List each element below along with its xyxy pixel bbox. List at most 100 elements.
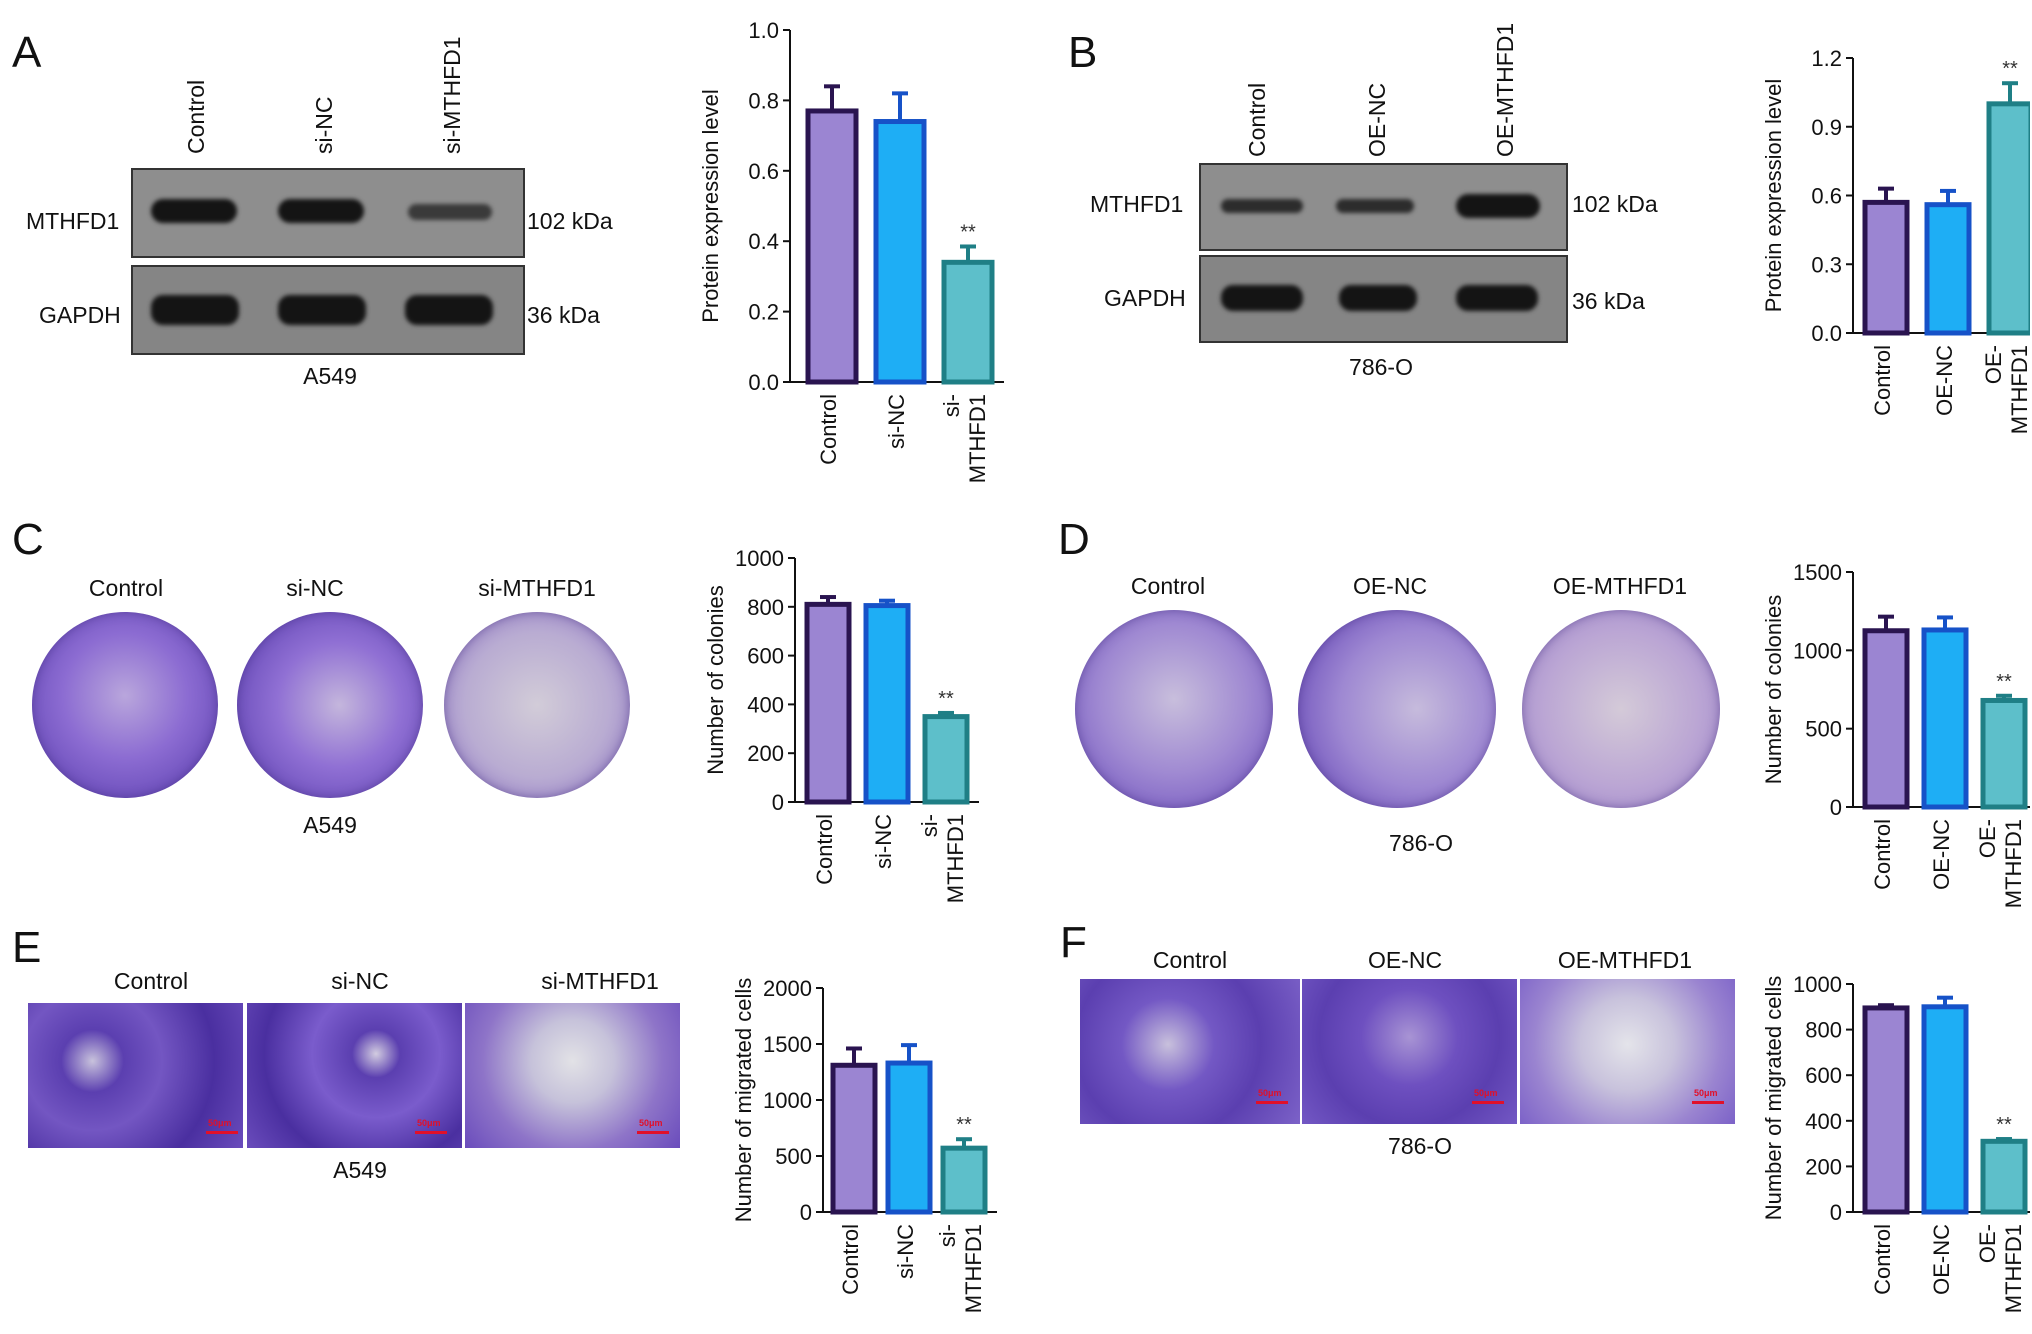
- y-tick-label: 1000: [1793, 972, 1842, 997]
- bar-chart-b: 0.0 0.3 0.6 0.9 1.2 Protein expression level C…: [1761, 46, 2030, 434]
- bar: [1862, 628, 1910, 810]
- migration-image: 50μm: [1080, 979, 1300, 1124]
- protein-label: MTHFD1: [26, 208, 120, 234]
- y-tick-label: 1000: [735, 546, 784, 571]
- size-label: 36 kDa: [527, 302, 600, 328]
- colony-dish: [1298, 610, 1496, 808]
- group-label: OE-MTHFD1: [1557, 947, 1693, 973]
- group-label: Control: [113, 968, 189, 994]
- y-tick-label: 0.6: [1811, 184, 1842, 209]
- bar: [804, 601, 852, 805]
- y-tick-label: 0.2: [748, 300, 779, 325]
- significance-marker: **: [2002, 58, 2018, 80]
- western-blot-gapdh: [1199, 255, 1568, 343]
- bar: [941, 259, 995, 385]
- western-blot-mthfd1: [131, 168, 525, 258]
- bar-chart-e: 0 500 1000 1500 2000 Number of migrated cells…: [731, 976, 997, 1313]
- group-label: OE-NC: [1367, 947, 1443, 973]
- scale-bar: [1256, 1101, 1288, 1104]
- significance-marker: **: [938, 688, 954, 710]
- cell-line-label: 786-O: [1388, 1133, 1452, 1159]
- western-blot-gapdh: [131, 265, 525, 355]
- bar: [805, 108, 859, 385]
- x-tick-label: MTHFD1: [961, 1224, 986, 1313]
- y-tick-label: 0: [772, 790, 784, 815]
- scale-bar: [1692, 1101, 1724, 1104]
- y-tick-label: 600: [1805, 1063, 1842, 1088]
- x-tick-label: Control: [1870, 1224, 1895, 1295]
- y-tick-label: 400: [747, 692, 784, 717]
- x-tick-label: si-NC: [893, 1224, 918, 1279]
- y-axis-label: Number of migrated cells: [1761, 976, 1786, 1221]
- lane-label: si-MTHFD1: [439, 36, 465, 154]
- y-tick-label: 1.0: [748, 18, 779, 43]
- bar-chart-d: 0 500 1000 1500 Number of colonies Control OE-…: [1761, 560, 2030, 908]
- significance-marker: **: [960, 221, 976, 243]
- bar: [873, 119, 927, 385]
- x-tick-label: MTHFD1: [2001, 1224, 2026, 1313]
- significance-marker: **: [956, 1114, 972, 1136]
- y-tick-label: 500: [1805, 717, 1842, 742]
- scale-bar: [206, 1131, 238, 1134]
- bar-chart-c: 0 200 400 600 800 1000 Number of colonies Contr…: [703, 546, 979, 903]
- x-tick-label: MTHFD1: [2001, 819, 2026, 908]
- colony-dish: [1075, 610, 1273, 808]
- x-tick-label: MTHFD1: [965, 394, 990, 483]
- bar: [1862, 1005, 1910, 1215]
- group-label: si-NC: [331, 968, 389, 994]
- x-tick-label: si-: [935, 1224, 960, 1247]
- size-label: 102 kDa: [527, 208, 613, 234]
- y-tick-label: 200: [747, 741, 784, 766]
- migration-image: 50μm: [28, 1003, 243, 1148]
- bar: [1921, 1004, 1969, 1215]
- group-label: OE-NC: [1352, 573, 1428, 599]
- y-tick-label: 500: [775, 1144, 812, 1169]
- x-tick-label: OE-NC: [1929, 1224, 1954, 1295]
- x-tick-label: Control: [1870, 819, 1895, 890]
- bar: [830, 1062, 878, 1215]
- bar: [922, 714, 970, 805]
- panel-letter-f: F: [1060, 918, 1087, 967]
- y-axis-label: Protein expression level: [1761, 79, 1786, 313]
- x-tick-label: OE-NC: [1929, 819, 1954, 890]
- lane-label: si-NC: [311, 96, 337, 155]
- cell-line-label: A549: [303, 812, 357, 838]
- y-tick-label: 1000: [1793, 638, 1842, 663]
- x-tick-label: OE-: [1981, 345, 2006, 384]
- x-tick-label: si-NC: [871, 814, 896, 869]
- significance-marker: **: [1996, 671, 2012, 693]
- x-tick-label: OE-NC: [1932, 345, 1957, 416]
- group-label: Control: [1152, 947, 1228, 973]
- y-axis-label: Number of colonies: [1761, 595, 1786, 785]
- cell-line-label: 786-O: [1389, 830, 1453, 856]
- migration-image: 50μm: [465, 1003, 680, 1148]
- scale-label: 50μm: [639, 1118, 663, 1128]
- y-tick-label: 0: [1830, 795, 1842, 820]
- y-tick-label: 1500: [1793, 560, 1842, 585]
- y-tick-label: 0.8: [748, 88, 779, 113]
- group-label: Control: [88, 575, 164, 601]
- panel-letter-a: A: [12, 28, 42, 77]
- colony-dish: [32, 612, 218, 798]
- y-tick-label: 0.3: [1811, 252, 1842, 277]
- size-label: 102 kDa: [1572, 191, 1658, 217]
- protein-label: GAPDH: [39, 302, 121, 328]
- x-tick-label: Control: [1870, 345, 1895, 416]
- bar: [885, 1060, 933, 1215]
- scale-label: 50μm: [1694, 1088, 1718, 1098]
- cell-line-label: A549: [303, 363, 357, 389]
- group-label: Control: [1130, 573, 1206, 599]
- colony-dish: [237, 612, 423, 798]
- x-tick-label: OE-: [1975, 819, 2000, 858]
- x-tick-label: MTHFD1: [2007, 345, 2030, 434]
- y-tick-label: 1500: [763, 1032, 812, 1057]
- migration-image: 50μm: [1520, 979, 1735, 1124]
- scale-label: 50μm: [208, 1118, 232, 1128]
- scale-label: 50μm: [1258, 1088, 1282, 1098]
- y-tick-label: 2000: [763, 976, 812, 1001]
- bar-chart-a: 0.0 0.2 0.4 0.6 0.8 1.0 Protein expression lev…: [698, 18, 1004, 483]
- protein-label: GAPDH: [1104, 285, 1186, 311]
- protein-label: MTHFD1: [1090, 191, 1184, 217]
- migration-image: 50μm: [247, 1003, 462, 1148]
- y-tick-label: 1000: [763, 1088, 812, 1113]
